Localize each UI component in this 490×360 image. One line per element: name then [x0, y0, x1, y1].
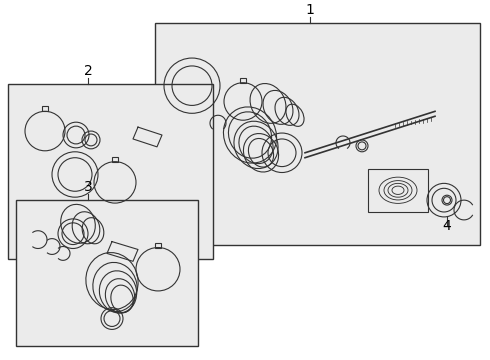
Text: 2: 2 — [84, 64, 93, 78]
Bar — [8, 84, 213, 259]
Bar — [155, 243, 161, 248]
Text: 1: 1 — [306, 3, 315, 17]
Bar — [368, 168, 428, 212]
Bar — [240, 78, 246, 83]
Bar — [112, 157, 118, 162]
Bar — [16, 200, 198, 346]
Bar — [42, 107, 48, 111]
Bar — [155, 23, 480, 244]
Text: 4: 4 — [442, 219, 451, 233]
Text: 3: 3 — [84, 180, 93, 194]
